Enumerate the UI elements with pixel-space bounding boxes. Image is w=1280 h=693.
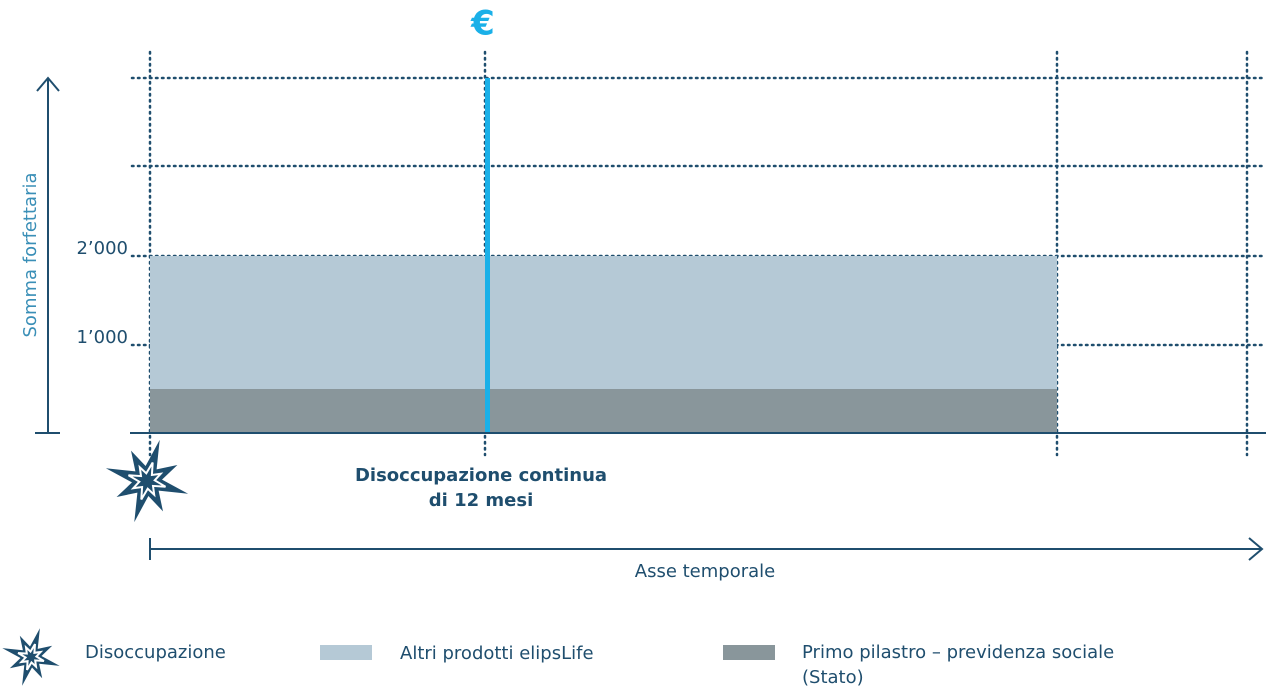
x-axis-label: Asse temporale: [635, 561, 775, 582]
star-outer: [2, 628, 60, 686]
star-inner: [17, 643, 45, 671]
y-tick-label: 1’000: [76, 327, 128, 348]
star-outer: [105, 439, 189, 523]
y-axis-arrow: [36, 76, 60, 92]
payout-line: [485, 78, 490, 433]
legend-label: Primo pilastro – previdenza sociale: [802, 642, 1114, 663]
legend-swatch: [320, 645, 372, 660]
annotation: di 12 mesi: [429, 490, 533, 511]
legend-label: Altri prodotti elipsLife: [400, 643, 594, 664]
y-axis-label: Somma forfettaria: [20, 173, 41, 338]
band-first-pillar: [150, 389, 1057, 433]
unemployment-star: [2, 628, 60, 686]
annotation: Disoccupazione continua: [355, 465, 607, 486]
euro-symbol: €: [470, 4, 495, 44]
legend-swatch: [723, 645, 775, 660]
star-inner: [127, 461, 167, 501]
legend-label: Disoccupazione: [85, 642, 226, 663]
y-tick-label: 2’000: [76, 238, 128, 259]
unemployment-star: [105, 439, 189, 523]
legend-label: (Stato): [802, 667, 864, 688]
x-axis-arrow: [1248, 537, 1264, 561]
